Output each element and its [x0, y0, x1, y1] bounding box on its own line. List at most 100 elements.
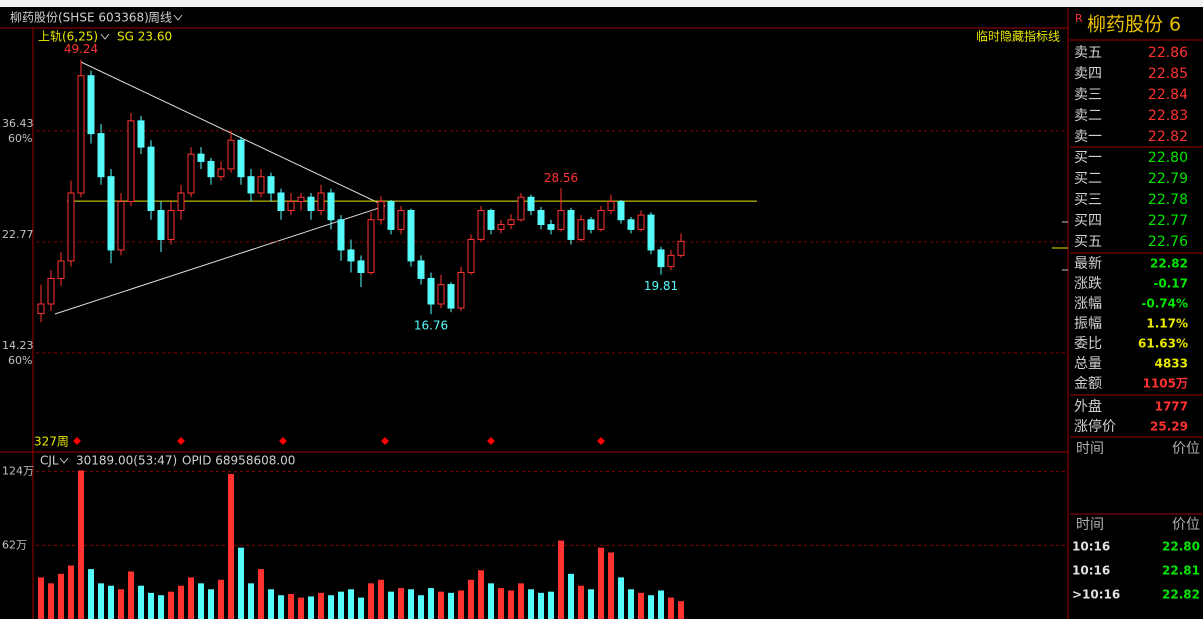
period-marker [487, 437, 495, 445]
candle-body [617, 201, 625, 221]
volume-bar [78, 470, 84, 619]
stat-value: 1777 [1155, 400, 1188, 414]
volume-bar [408, 589, 414, 619]
bid-price: 22.76 [1148, 234, 1188, 250]
column-header: 时间 [1076, 441, 1104, 457]
volume-bar [478, 570, 484, 619]
volume-indicator[interactable]: CJL [40, 454, 59, 468]
stat-label: 最新 [1074, 256, 1102, 272]
stat-value: -0.17 [1153, 277, 1188, 291]
volume-bar [378, 579, 384, 619]
volume-bar [428, 588, 434, 619]
candle-body [667, 254, 675, 268]
candle-body [457, 271, 465, 309]
candle-body [607, 201, 615, 211]
ask-price: 22.82 [1148, 129, 1188, 145]
y-tick-label: 22.77 [2, 228, 34, 241]
candle-body [77, 75, 85, 194]
volume-bar [388, 591, 394, 619]
candle-body [337, 219, 345, 251]
stat-label: 总量 [1074, 356, 1102, 372]
candle-body [187, 153, 195, 194]
trend-line [54, 205, 386, 315]
ask-label: 卖三 [1074, 87, 1102, 103]
candle-body [57, 260, 65, 279]
trade-price: 22.81 [1162, 564, 1200, 578]
candle-body [277, 192, 285, 211]
candle-body [587, 219, 595, 230]
candle-body [157, 209, 165, 240]
y-tick-label: 36.43 [2, 117, 34, 130]
ask-price: 22.84 [1148, 87, 1188, 103]
candle-body [647, 214, 655, 251]
ask-price: 22.85 [1148, 66, 1188, 82]
volume-bar [528, 589, 534, 619]
volume-bar [268, 589, 274, 619]
volume-bar [208, 589, 214, 619]
volume-bar [238, 547, 244, 619]
stat-label: 金额 [1074, 376, 1102, 392]
trend-line [80, 61, 386, 207]
indicator-label[interactable]: 上轨(6,25) [38, 30, 98, 44]
volume-bar [38, 577, 44, 619]
volume-bar [218, 579, 224, 619]
period-count: 327周 [34, 435, 69, 449]
column-header: 价位 [1172, 517, 1200, 533]
volume-bar [548, 591, 554, 619]
candle-body [227, 139, 235, 170]
period-marker [381, 437, 389, 445]
candle-body [417, 260, 425, 279]
candle-body [247, 176, 255, 194]
ask-label: 卖二 [1074, 108, 1102, 124]
volume-bar [508, 590, 514, 619]
stat-label: 涨跌 [1074, 276, 1102, 292]
extreme-label: 19.81 [644, 279, 678, 293]
candle-body [237, 139, 245, 178]
candle-body [267, 176, 275, 194]
bid-price: 22.79 [1148, 171, 1188, 187]
y-tick-label: 14.23 [2, 339, 34, 352]
candle-body [327, 192, 335, 221]
volume-bar [638, 592, 644, 619]
volume-bar [608, 552, 614, 619]
stat-value: 25.29 [1150, 420, 1188, 434]
dropdown-icon [59, 457, 69, 464]
candle-body [597, 209, 605, 230]
volume-bar [118, 589, 124, 619]
volume-bar [98, 583, 104, 619]
candle-body [317, 192, 325, 211]
volume-bar [228, 474, 234, 619]
candle-body [37, 303, 45, 315]
volume-bar [88, 569, 94, 619]
candle-body [97, 133, 105, 178]
trade-time: 10:16 [1072, 540, 1110, 554]
hide-button[interactable]: 临时隐藏指标线 [976, 29, 1060, 44]
stat-label: 涨停价 [1074, 418, 1116, 435]
period-selector[interactable]: 周线 [148, 11, 172, 25]
volume-bar [578, 585, 584, 619]
volume-bar [178, 585, 184, 619]
candle-body [567, 209, 575, 240]
candle-body [657, 249, 665, 268]
volume-bar [308, 596, 314, 619]
volume-bar [258, 569, 264, 619]
trade-time: 10:16 [1072, 564, 1110, 578]
volume-bar [498, 588, 504, 619]
candle-body [427, 277, 435, 305]
trade-price: 22.80 [1162, 540, 1200, 554]
stat-value: 1.17% [1146, 317, 1188, 331]
volume-bar [278, 595, 284, 619]
window-bar [0, 0, 1203, 7]
percent-label: 60% [8, 354, 32, 367]
volume-bar [348, 589, 354, 619]
volume-bar [318, 592, 324, 619]
volume-bar [188, 577, 194, 619]
candle-body [217, 168, 225, 178]
volume-bar [538, 592, 544, 619]
y-tick-label: 124万 [2, 465, 34, 478]
stat-value: 61.63% [1138, 337, 1188, 351]
bid-label: 买五 [1074, 234, 1102, 250]
stat-label: 振幅 [1074, 316, 1102, 332]
volume-bar [168, 591, 174, 619]
